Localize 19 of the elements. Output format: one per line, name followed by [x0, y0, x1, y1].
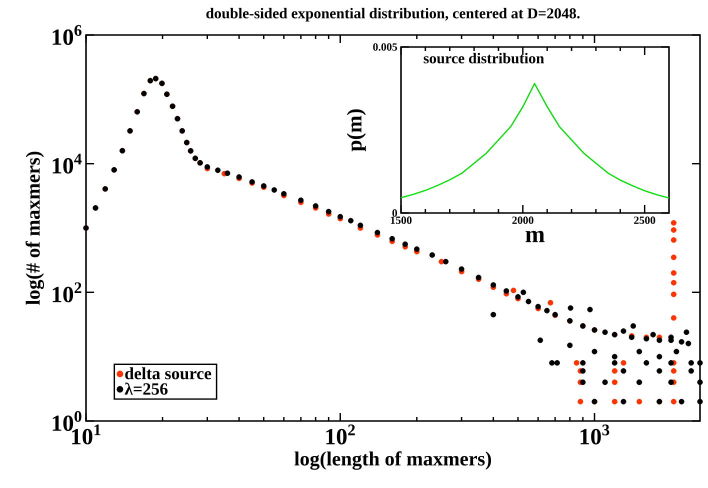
legend-label: delta source	[125, 367, 212, 380]
y-tick-label: 10$^{4}$	[52, 154, 82, 174]
x-tick-label: 1500	[390, 216, 412, 224]
y-axis-title: log(# of maxmers)	[26, 152, 44, 305]
y-axis-title: p(m)	[346, 109, 366, 152]
y-tick-label: 0	[392, 209, 398, 217]
chart-title: source distribution	[424, 52, 544, 64]
x-tick-label: 10$^{2}$	[326, 424, 355, 444]
legend-label: λ=256	[124, 382, 168, 395]
y-tick-label: 0.005	[373, 43, 398, 51]
x-tick-label: 10$^{1}$	[72, 424, 100, 444]
y-tick-label: 10$^{6}$	[52, 25, 82, 45]
x-axis-title: log(length of maxmers)	[294, 451, 491, 470]
x-tick-label: 10$^{3}$	[580, 424, 610, 444]
x-tick-label: 2000	[512, 216, 534, 224]
x-tick-label: 2500	[634, 216, 656, 224]
chart-title: double-sided exponential distribution, centered at D=2048.	[206, 8, 580, 22]
y-tick-label: 10$^{2}$	[52, 282, 82, 302]
x-axis-title: m	[526, 230, 545, 242]
